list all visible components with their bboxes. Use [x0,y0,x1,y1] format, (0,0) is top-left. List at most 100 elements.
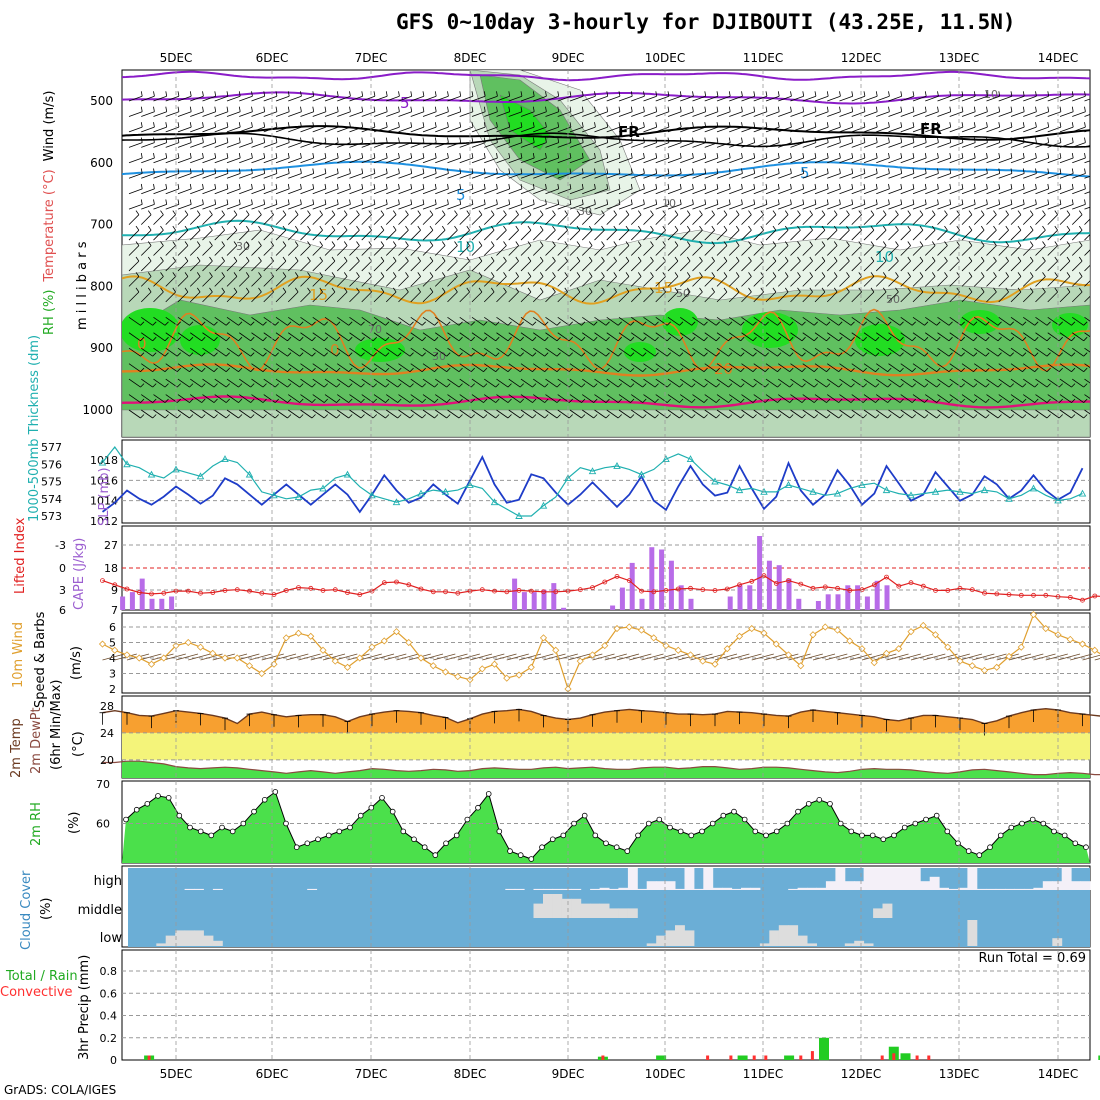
wind-barb [153,347,166,357]
wind-barb-flag [189,398,194,403]
wind-barb-flag [434,383,439,388]
wind-barb [1072,204,1086,210]
wind-barb-flag [331,272,336,277]
wind-barb [851,245,862,256]
wind-barb-flag [735,241,740,246]
wind-barb-flag [888,106,890,112]
cloud-ylabel: Cloud Cover [19,870,34,950]
wind-barb [128,332,141,342]
wind-barb [643,245,654,256]
wind-barb-flag [716,122,719,128]
wind-barb-flag [912,91,915,97]
wind-barb-flag [986,183,988,189]
wind-barb-flag [245,287,250,293]
wind-barb [728,260,740,272]
wind-barb [790,214,801,225]
wind-barb [961,363,974,373]
wind-barb-flag [539,256,544,262]
wind-barb [912,409,925,419]
wind-barb [814,95,829,102]
upper-ylabel-part: RH (%) [42,290,57,335]
wind-barb-flag [931,210,936,215]
wind-barb-flag [875,137,878,143]
wind-barb [288,95,302,102]
wind-barb-flag [214,199,217,205]
wind-barb-flag [152,352,157,357]
wind-barb [863,316,876,326]
wind-barb-flag [405,287,409,293]
wind-barb-flag [956,210,960,215]
wind-barb-flag [202,106,204,112]
wind-barb [704,95,719,102]
wind-barb [1047,378,1060,388]
wind-barb [214,347,227,357]
wind-barb-flag [1047,183,1050,189]
wind-barb-flag [618,137,621,143]
wind-barb [643,291,654,303]
wind-barb [802,347,815,357]
wind-barb-flag [899,414,904,419]
wind-barb-flag [1083,383,1088,388]
wind-barb-flag [1035,106,1037,112]
wind-barb-flag [471,122,474,128]
wind-barb-flag [202,183,204,189]
wind-barb [655,260,666,272]
wind-barb [961,111,976,117]
wind-barb-flag [1054,272,1058,277]
wind-barb-flag [593,321,598,326]
wind-barb-flag [478,287,483,293]
wind-barb-flag [421,414,426,419]
wind-barb [1010,245,1022,256]
wind-barb-flag [882,272,887,277]
wind-barb-flag [422,183,425,189]
wind-barb-flag [459,106,462,112]
wind-barb [839,157,853,164]
wind-barb-flag [520,106,523,112]
wind-barb-flag [164,383,169,388]
wind-barb [520,188,535,195]
wind-barb-flag [838,398,843,403]
wind-barb-flag [764,367,769,372]
wind-barb [741,347,754,357]
wind-barb [300,214,311,225]
wind-barb-flag [1009,367,1014,372]
wind-barb [385,260,397,272]
wind-barb-flag [937,168,939,174]
wind-barb [814,409,827,419]
wind-barb [275,347,288,357]
wind-barb [520,378,533,388]
wind-barb [1010,394,1023,403]
wind-barb [863,173,878,179]
bottom-date-label: 12DEC [841,1067,881,1081]
wind-barb [667,188,682,195]
wind-barb-flag [569,153,572,159]
wind-barb [202,245,213,256]
wind-barb-flag [311,367,316,372]
wind-barb [728,214,740,225]
wind-barb [471,126,486,133]
wind-barb [459,245,470,256]
wind-barb-flag [863,199,866,205]
wind-barb-flag [422,168,425,174]
wind-barb [949,291,960,303]
wind-barb [141,173,155,179]
wind-barb-flag [361,183,364,189]
wind-barb [949,260,960,272]
wind-barb [1071,245,1083,256]
wind-barb-flag [1009,321,1014,326]
wind-barb [631,409,643,419]
wind-barb-flag [564,287,568,293]
wind10-barb [935,653,958,661]
wind-barb [251,126,265,133]
wind-barb [741,276,752,287]
wind-barb [251,409,264,419]
wind-barb [618,126,633,133]
wind-barb-flag [961,183,964,189]
wind-barb [998,260,1009,272]
wind-barb [998,204,1013,210]
wind-barb [140,214,152,225]
wind-barb [496,291,507,303]
wind-barb-flag [569,91,572,97]
wind10-barb [139,653,162,661]
lifted-index-marker [1031,592,1036,598]
